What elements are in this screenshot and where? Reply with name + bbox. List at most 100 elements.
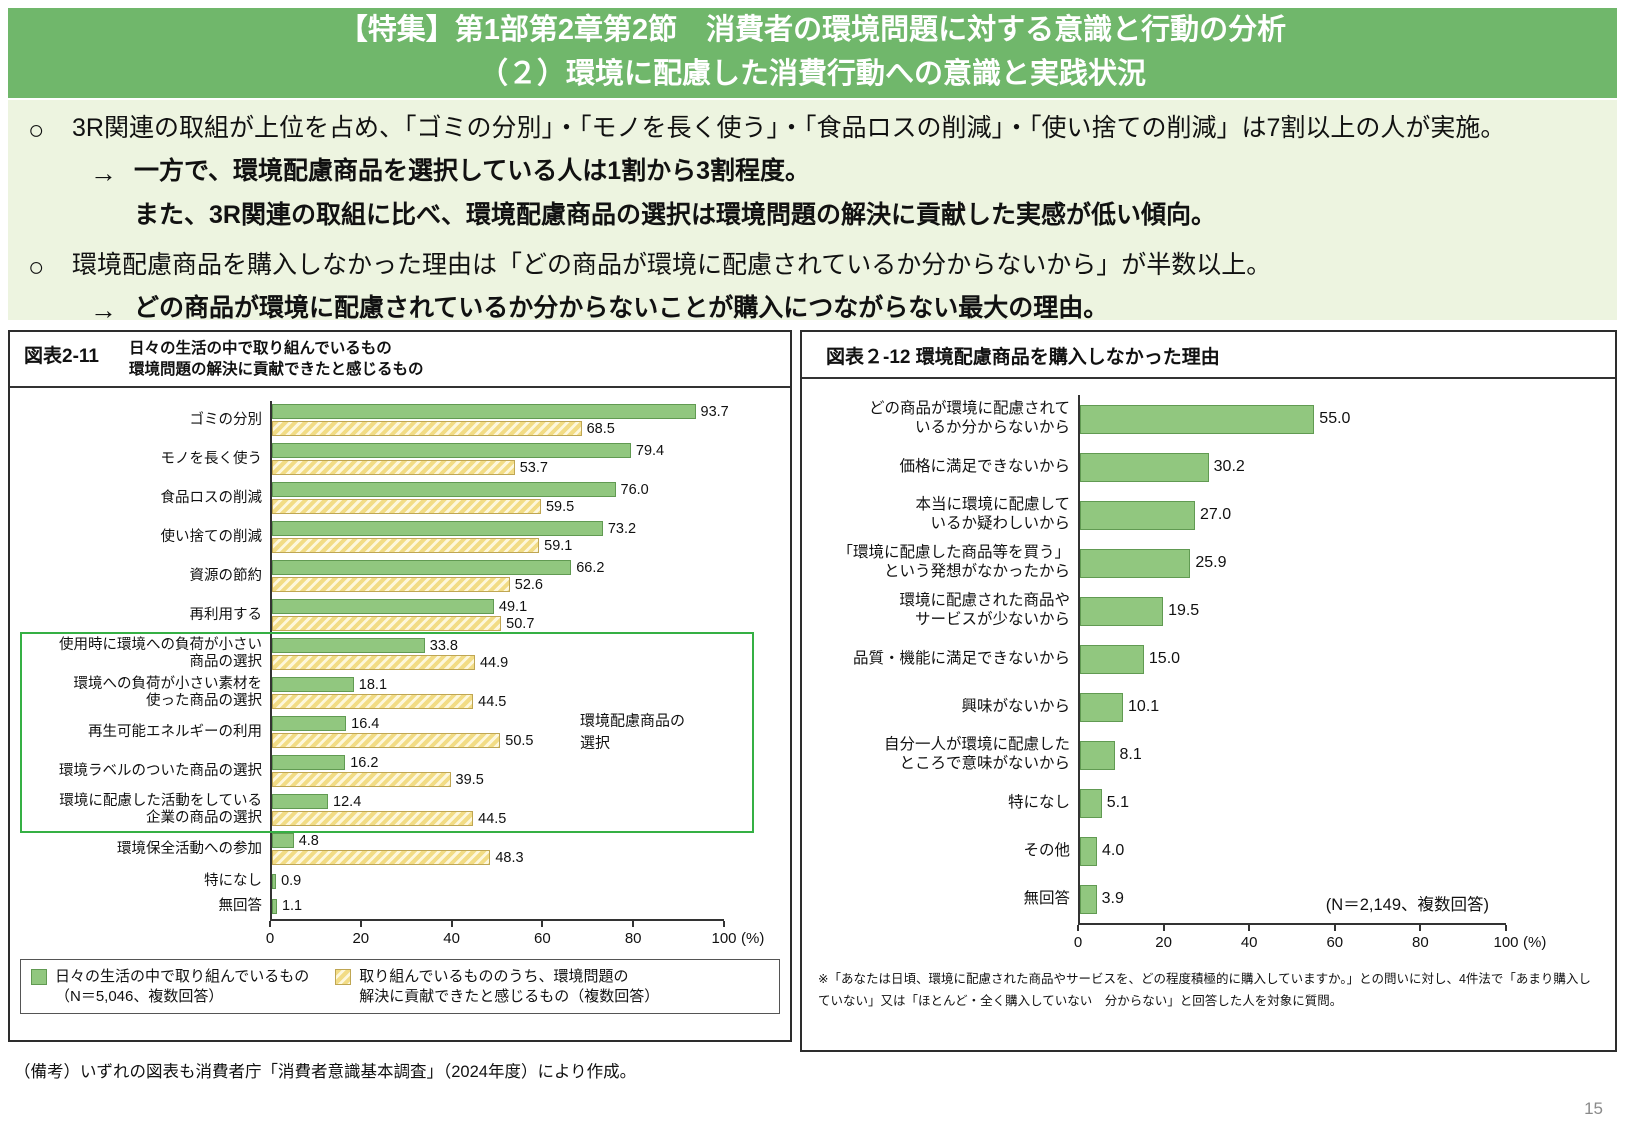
bar-series-1 bbox=[272, 616, 502, 632]
figure-2-11-header: 図表2-11 日々の生活の中で取り組んでいるもの 環境問題の解決に貢献できたと感… bbox=[10, 332, 790, 388]
bar-value-label: 53.7 bbox=[519, 459, 548, 476]
summary-point: また、3R関連の取組に比べ、環境配慮商品の選択は環境問題の解決に貢献した実感が低… bbox=[134, 199, 1599, 233]
bar-series-0 bbox=[272, 638, 425, 654]
axis-unit-label: (%) bbox=[741, 929, 765, 947]
bar-value-label: 10.1 bbox=[1128, 698, 1160, 715]
bar-series-0 bbox=[1080, 404, 1315, 434]
sample-size-note: (N＝2,149、複数回答) bbox=[1325, 896, 1489, 914]
bar-series-0 bbox=[272, 677, 354, 693]
chart-row: 使い捨ての削減 73.2 59.1 bbox=[18, 517, 782, 557]
bar-value-label: 0.9 bbox=[281, 873, 302, 890]
bar-value-label: 16.4 bbox=[351, 715, 380, 732]
chart-row: 再生可能エネルギーの利用 16.4 50.5 bbox=[18, 712, 782, 752]
summary-point: → どの商品が環境に配慮されているか分からないことが購入につながらない最大の理由… bbox=[90, 292, 1599, 328]
bar-series-1 bbox=[272, 733, 501, 749]
bar-series-0 bbox=[272, 560, 572, 576]
bar-series-0 bbox=[272, 755, 346, 771]
bar-value-label: 66.2 bbox=[576, 559, 605, 576]
figure-2-12-chart: (N＝2,149、複数回答) どの商品が環境に配慮されて いるか分からないから 55… bbox=[812, 395, 1601, 923]
bar-value-label: 25.9 bbox=[1195, 554, 1227, 571]
title-banner: 【特集】第1部第2章第2節 消費者の環境問題に対する意識と行動の分析 （２）環境… bbox=[8, 8, 1617, 98]
summary-point: → 一方で、環境配慮商品を選択している人は1割から3割程度。 bbox=[90, 155, 1599, 191]
category-label: 「環境に配慮した商品等を買う」 という発想がなかったから bbox=[837, 544, 1070, 580]
category-label: 自分一人が環境に配慮した ところで意味がないから bbox=[883, 736, 1070, 772]
figure-2-11-title-line1: 日々の生活の中で取り組んでいるもの bbox=[128, 340, 392, 357]
bar-series-0 bbox=[1080, 836, 1098, 866]
figure-2-11-legend: 日々の生活の中で取り組んでいるもの （N＝5,046、複数回答） 取り組んでいるもの… bbox=[20, 958, 780, 1015]
bar-area: 0.9 bbox=[270, 868, 782, 894]
chart-row: 「環境に配慮した商品等を買う」 という発想がなかったから 25.9 bbox=[812, 539, 1601, 587]
chart-row: 無回答 3.9 bbox=[812, 875, 1601, 923]
category-label: 環境に配慮された商品や サービスが少ないから bbox=[899, 592, 1070, 628]
bar-series-1 bbox=[272, 772, 451, 788]
bar-value-label: 44.5 bbox=[478, 810, 507, 827]
bar-series-1 bbox=[272, 577, 510, 593]
figure-2-12-panel: 図表２-12 環境配慮商品を購入しなかった理由 (N＝2,149、複数回答) ど… bbox=[800, 330, 1617, 1052]
bar-value-label: 3.9 bbox=[1101, 890, 1124, 907]
bar-series-0 bbox=[272, 794, 329, 810]
title-line-2: （２）環境に配慮した消費行動への意識と実践状況 bbox=[478, 57, 1146, 90]
bar-value-label: 59.5 bbox=[545, 498, 575, 515]
bar-value-label: 27.0 bbox=[1200, 506, 1232, 523]
legend-text: 取り組んでいるもののうち、環境問題の 解決に貢献できたと感じるもの（複数回答） bbox=[359, 967, 660, 1006]
bar-value-label: 73.2 bbox=[607, 520, 637, 537]
category-label: 環境ラベルのついた商品の選択 bbox=[59, 762, 262, 779]
bar-value-label: 52.6 bbox=[514, 576, 543, 593]
bar-area: 4.0 bbox=[1078, 827, 1601, 875]
bar-series-0 bbox=[272, 521, 603, 537]
chart-row: 無回答 1.1 bbox=[18, 893, 782, 919]
figure-2-11-title: 日々の生活の中で取り組んでいるもの 環境問題の解決に貢献できたと感じるもの bbox=[129, 339, 424, 381]
legend-item: 取り組んでいるもののうち、環境問題の 解決に貢献できたと感じるもの（複数回答） bbox=[335, 967, 659, 1008]
axis-track: 0 20 40 60 80 100 (%) bbox=[1074, 923, 1546, 955]
category-label: 環境に配慮した活動をしている 企業の商品の選択 bbox=[59, 792, 262, 827]
category-label: どの商品が環境に配慮されて いるか分からないから bbox=[868, 400, 1070, 436]
arrow-icon: → bbox=[90, 158, 117, 189]
bar-series-0 bbox=[272, 443, 631, 459]
bar-series-1 bbox=[272, 655, 475, 671]
category-label: 使用時に環境への負荷が小さい 商品の選択 bbox=[59, 636, 262, 671]
bar-area: 16.2 39.5 bbox=[270, 751, 782, 791]
figure-2-12-header: 図表２-12 環境配慮商品を購入しなかった理由 bbox=[802, 332, 1615, 379]
bar-value-label: 68.5 bbox=[586, 420, 615, 437]
bar-series-0 bbox=[1080, 500, 1196, 530]
bar-series-0 bbox=[272, 833, 294, 849]
category-label: 環境への負荷が小さい素材を 使った商品の選択 bbox=[73, 675, 263, 710]
bar-area: 55.0 bbox=[1078, 395, 1601, 443]
category-label: 価格に満足できないから bbox=[899, 457, 1070, 475]
bar-value-label: 19.5 bbox=[1168, 602, 1200, 619]
bar-area: 66.2 52.6 bbox=[270, 556, 782, 596]
category-label: 無回答 bbox=[218, 897, 263, 914]
chart-row: 本当に環境に配慮して いるか疑わしいから 27.0 bbox=[812, 491, 1601, 539]
category-label: 環境保全活動への参加 bbox=[117, 840, 262, 857]
bar-area: 1.1 bbox=[270, 893, 782, 919]
summary-block: ○ 3R関連の取組が上位を占め、「ゴミの分別」・「モノを長く使う」・「食品ロスの… bbox=[8, 100, 1617, 325]
legend-text: 日々の生活の中で取り組んでいるもの （N＝5,046、複数回答） bbox=[55, 967, 310, 1006]
summary-text: どの商品が環境に配慮されているか分からないことが購入につながらない最大の理由。 bbox=[134, 294, 1109, 323]
bar-value-label: 79.4 bbox=[635, 442, 665, 459]
bar-series-0 bbox=[272, 898, 277, 914]
chart-row: 使用時に環境への負荷が小さい 商品の選択 33.8 44.9 bbox=[18, 634, 782, 674]
figure-2-12-title: 環境配慮商品を購入しなかった理由 bbox=[915, 347, 1220, 368]
bar-value-label: 59.1 bbox=[544, 537, 573, 554]
source-note: （備考）いずれの図表も消費者庁「消費者意識基本調査」（2024年度）により作成。 bbox=[14, 1063, 637, 1081]
summary-text: 一方で、環境配慮商品を選択している人は1割から3割程度。 bbox=[134, 157, 811, 186]
axis-unit-label: (%) bbox=[1523, 934, 1547, 951]
bar-area: 27.0 bbox=[1078, 491, 1601, 539]
bar-series-1 bbox=[272, 850, 491, 866]
bar-area: 16.4 50.5 bbox=[270, 712, 782, 752]
figure-2-12-plot: (N＝2,149、複数回答) どの商品が環境に配慮されて いるか分からないから 55… bbox=[802, 379, 1615, 955]
chart-row: 資源の節約 66.2 52.6 bbox=[18, 556, 782, 596]
bar-area: 25.9 bbox=[1078, 539, 1601, 587]
category-label: 再利用する bbox=[189, 606, 263, 623]
chart-row: 環境への負荷が小さい素材を 使った商品の選択 18.1 44.5 bbox=[18, 673, 782, 713]
bar-area: 18.1 44.5 bbox=[270, 673, 782, 713]
bar-value-label: 44.9 bbox=[479, 654, 509, 671]
figure-2-12-footnote: ※「あなたは日頃、環境に配慮された商品やサービスを、どの程度積極的に購入していま… bbox=[818, 972, 1591, 1008]
chart-row: 環境ラベルのついた商品の選択 16.2 39.5 bbox=[18, 751, 782, 791]
chart-row: 特になし 5.1 bbox=[812, 779, 1601, 827]
summary-text: 環境配慮商品を購入しなかった理由は「どの商品が環境に配慮されているか分からないか… bbox=[72, 250, 1272, 279]
bar-series-0 bbox=[1080, 596, 1164, 626]
bar-value-label: 93.7 bbox=[700, 403, 729, 420]
category-label: ゴミの分別 bbox=[189, 411, 263, 428]
legend-item: 日々の生活の中で取り組んでいるもの （N＝5,046、複数回答） bbox=[31, 967, 309, 1008]
